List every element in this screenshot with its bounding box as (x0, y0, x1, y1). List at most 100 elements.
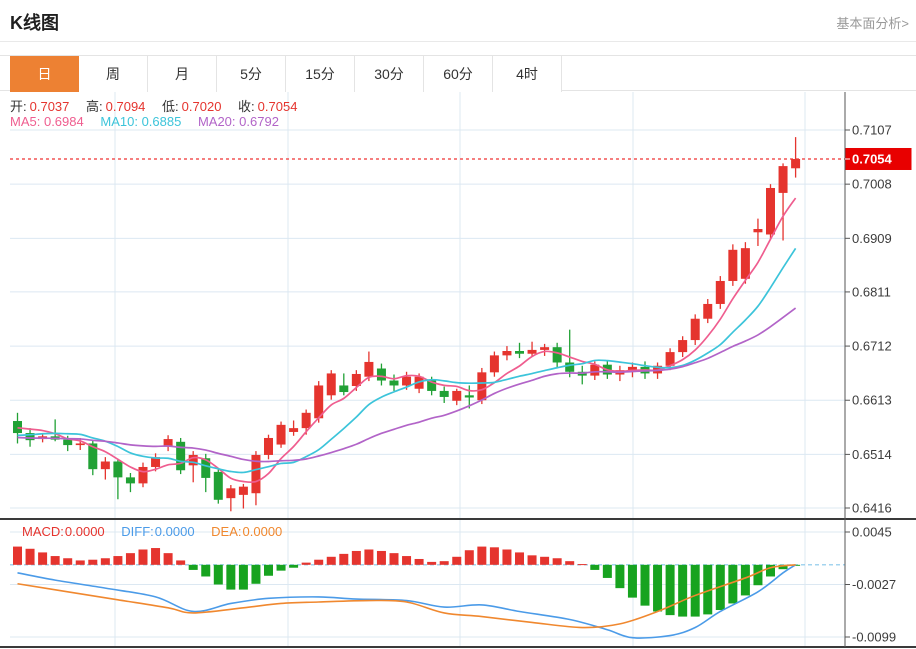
kline-chart-area[interactable]: 0.7107 0.7008 0.6909 0.6811 0.6712 0.6613 0.65… (0, 91, 916, 649)
candle-body (176, 441, 186, 471)
macd-bar (13, 546, 22, 565)
macd-bar (452, 556, 462, 565)
macd-bar (226, 564, 236, 590)
macd-bar (753, 564, 763, 586)
macd-bar (289, 564, 299, 568)
candle-body (351, 373, 361, 387)
ohlc-readout: 开: 0.7037 高: 0.7094 低: 0.7020 收: 0.7054 (10, 96, 310, 115)
candle-body (125, 477, 135, 484)
dea-line (17, 564, 796, 629)
macd-bar (138, 549, 148, 565)
candle-body (728, 249, 738, 281)
macd-bar (100, 558, 110, 565)
low-value: 0.7020 (181, 99, 222, 114)
macd-bar (414, 558, 424, 565)
candle-body (665, 352, 675, 366)
open-label: 开: (10, 99, 27, 114)
tab-5min[interactable]: 5分 (217, 56, 286, 92)
page-title: K线图 (10, 13, 59, 33)
candle-body (464, 395, 474, 398)
macd-bar (427, 561, 437, 565)
macd-bar (678, 564, 688, 617)
candle-body (25, 433, 35, 441)
diff-label: DIFF: (121, 524, 154, 539)
axis-tick-label: 0.6613 (852, 393, 892, 408)
ma20-label: MA20: (197, 114, 236, 129)
macd-bar (439, 561, 449, 565)
tab-4hour[interactable]: 4时 (493, 56, 562, 92)
open-value: 0.7037 (29, 99, 70, 114)
candle-body (376, 368, 386, 381)
candle-body (276, 424, 286, 445)
candle-body (552, 347, 562, 363)
candle-body (201, 458, 211, 478)
tab-15min[interactable]: 15分 (286, 56, 355, 92)
macd-bar (565, 561, 575, 565)
macd-bar (176, 560, 186, 565)
axis-tick-label: 0.7008 (852, 177, 892, 192)
macd-bar (163, 553, 173, 565)
macd-bar (740, 564, 750, 596)
close-label: 收: (238, 99, 255, 114)
kline-chart-canvas[interactable]: 0.7107 0.7008 0.6909 0.6811 0.6712 0.6613 0.65… (0, 91, 916, 649)
macd-bar (703, 564, 713, 615)
candle-body (113, 461, 123, 478)
macd-bar (38, 552, 48, 565)
macd-bar (50, 556, 60, 565)
macd-bar (339, 553, 349, 565)
candle-body (163, 439, 173, 447)
tab-week[interactable]: 周 (79, 56, 148, 92)
dea-value: 0.0000 (242, 524, 283, 539)
macd-bar (351, 550, 361, 565)
macd-bar (113, 556, 123, 565)
macd-bar (238, 564, 248, 590)
candle-body (339, 385, 349, 393)
candle-body (301, 412, 311, 429)
candle-body (389, 380, 399, 386)
ma5-label: MA5: (10, 114, 41, 129)
tab-60min[interactable]: 60分 (424, 56, 493, 92)
candle-body (778, 166, 788, 193)
fundamental-analysis-link[interactable]: 基本面分析> (836, 16, 909, 31)
macd-bar (25, 548, 35, 565)
candle-body (590, 364, 600, 376)
candle-body (326, 373, 336, 396)
macd-bar (402, 556, 412, 565)
macd-bar (489, 547, 499, 565)
candle-body (791, 158, 801, 169)
macd-bar (527, 555, 537, 565)
candle-body (565, 362, 575, 372)
macd-bar (577, 564, 587, 566)
macd-bar (251, 564, 261, 584)
candle-body (264, 437, 273, 455)
macd-bar (151, 548, 161, 565)
candle-body (427, 380, 437, 391)
tab-30min[interactable]: 30分 (355, 56, 424, 92)
macd-value: 0.0000 (64, 524, 105, 539)
candle-body (753, 229, 763, 233)
axis-tick-label: -0.0099 (852, 630, 896, 645)
candle-body (251, 454, 261, 494)
axis-tick-label: 0.6909 (852, 231, 892, 246)
macd-bar (63, 558, 73, 565)
ma10-value: 0.6885 (141, 114, 182, 129)
macd-bar (602, 564, 612, 578)
candle-body (100, 461, 110, 470)
low-label: 低: (162, 99, 179, 114)
candle-body (226, 488, 236, 499)
timeframe-tab-bar: 日 周 月 5分 15分 30分 60分 4时 (0, 55, 916, 92)
tab-day[interactable]: 日 (10, 56, 79, 92)
candle-body (452, 390, 462, 401)
candle-body (439, 390, 449, 397)
axis-tick-label: 0.6712 (852, 339, 892, 354)
macd-bar (627, 564, 637, 598)
tab-month[interactable]: 月 (148, 56, 217, 92)
candle-body (740, 248, 750, 279)
axis-tick-label: 0.6514 (852, 447, 892, 462)
candle-body (364, 361, 374, 377)
page-header: K线图 基本面分析> (0, 0, 916, 42)
macd-bar (276, 564, 286, 571)
candle-body (678, 340, 688, 353)
macd-bar (464, 550, 474, 565)
macd-bar (477, 546, 487, 565)
